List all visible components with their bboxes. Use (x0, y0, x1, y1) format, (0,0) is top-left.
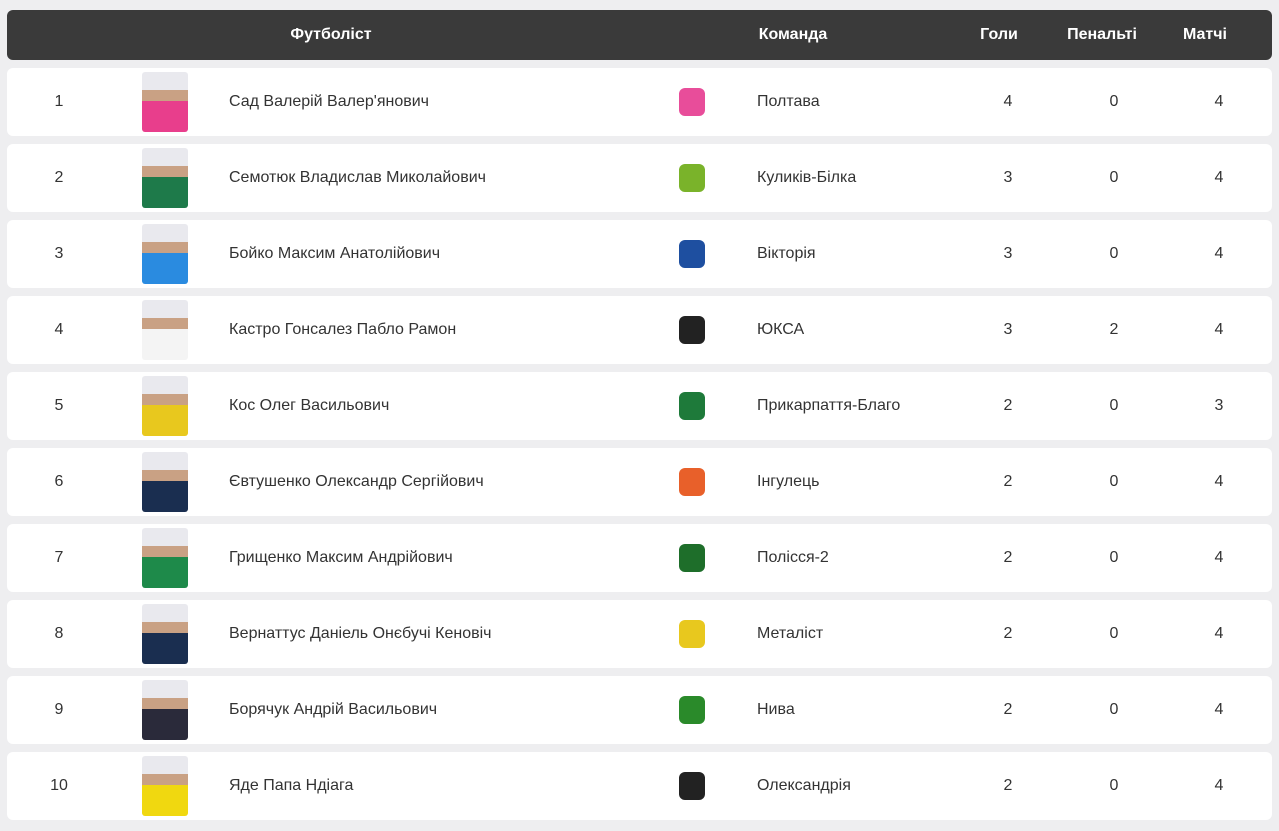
rank: 3 (54, 245, 64, 262)
team-logo (679, 544, 705, 572)
table-row: 2 Семотюк Владислав Миколайович Куликів-Бі… (7, 144, 1272, 212)
matches: 4 (1214, 549, 1224, 566)
player-photo (142, 148, 188, 208)
player-photo (142, 300, 188, 360)
column-header: Голи (980, 26, 1018, 43)
player-name: Бойко Максим Анатолійович (229, 245, 441, 262)
matches: 4 (1214, 169, 1224, 186)
matches: 4 (1214, 321, 1224, 338)
penalties: 0 (1109, 625, 1119, 642)
team-name: ЮКСА (757, 321, 805, 338)
team-logo (679, 468, 705, 496)
team-logo (679, 316, 705, 344)
team-name: Полісся-2 (757, 549, 829, 566)
player-name: Борячук Андрій Васильович (229, 701, 438, 718)
rank: 1 (54, 93, 64, 110)
goals: 2 (1003, 777, 1013, 794)
player-name: Кос Олег Васильович (229, 397, 390, 414)
goals: 4 (1003, 93, 1013, 110)
player-photo (142, 604, 188, 664)
team-logo (679, 392, 705, 420)
matches: 4 (1214, 473, 1224, 490)
goals: 3 (1003, 321, 1013, 338)
team-name: Куликів-Білка (757, 169, 857, 186)
penalties: 0 (1109, 701, 1119, 718)
rank: 9 (54, 701, 64, 718)
goals: 2 (1003, 701, 1013, 718)
rank: 7 (54, 549, 64, 566)
column-header: Матчі (1183, 26, 1227, 43)
penalties: 0 (1109, 549, 1119, 566)
penalties: 0 (1109, 777, 1119, 794)
player-name: Кастро Гонсалез Пабло Рамон (229, 321, 457, 338)
column-header: Пенальті (1067, 26, 1137, 43)
rank: 10 (50, 777, 68, 794)
table-row: 4 Кастро Гонсалез Пабло Рамон ЮКСА 3 2 4 (7, 296, 1272, 364)
matches: 4 (1214, 701, 1224, 718)
team-name: Вікторія (757, 245, 816, 262)
penalties: 0 (1109, 245, 1119, 262)
matches: 3 (1214, 397, 1224, 414)
goals: 2 (1003, 473, 1013, 490)
rank: 6 (54, 473, 64, 490)
team-logo (679, 696, 705, 724)
team-name: Нива (757, 701, 795, 718)
player-photo (142, 452, 188, 512)
player-photo (142, 72, 188, 132)
matches: 4 (1214, 93, 1224, 110)
table-row: 7 Грищенко Максим Андрійович Полісся-2 2 0 4 (7, 524, 1272, 592)
table-row: 9 Борячук Андрій Васильович Нива 2 0 4 (7, 676, 1272, 744)
penalties: 0 (1109, 473, 1119, 490)
penalties: 0 (1109, 397, 1119, 414)
goals: 2 (1003, 625, 1013, 642)
table-row: 6 Євтушенко Олександр Сергійович Інгулець 2… (7, 448, 1272, 516)
team-name: Прикарпаття-Благо (757, 397, 901, 414)
player-photo (142, 528, 188, 588)
goals: 3 (1003, 169, 1013, 186)
player-photo (142, 756, 188, 816)
column-header: Футболіст (290, 26, 372, 43)
matches: 4 (1214, 245, 1224, 262)
column-header: Команда (758, 26, 828, 43)
team-name: Олександрія (757, 777, 851, 794)
penalties: 0 (1109, 93, 1119, 110)
player-name: Семотюк Владислав Миколайович (229, 169, 486, 186)
player-name: Вернаттус Даніель Онєбучі Кеновіч (229, 625, 492, 642)
goals: 2 (1003, 549, 1013, 566)
table-row: 8 Вернаттус Даніель Онєбучі Кеновіч Металі… (7, 600, 1272, 668)
team-name: Металіст (757, 625, 824, 642)
player-name: Грищенко Максим Андрійович (229, 549, 453, 566)
matches: 4 (1214, 625, 1224, 642)
player-name: Євтушенко Олександр Сергійович (229, 473, 484, 490)
penalties: 2 (1109, 321, 1119, 338)
player-photo (142, 224, 188, 284)
table-row: 10 Яде Папа Ндіага Олександрія 2 0 4 (7, 752, 1272, 820)
table-row: 3 Бойко Максим Анатолійович Вікторія 3 0 4 (7, 220, 1272, 288)
team-name: Інгулець (757, 473, 820, 490)
player-photo (142, 680, 188, 740)
player-name: Яде Папа Ндіага (229, 777, 354, 794)
table-row: 1 Сад Валерій Валер'янович Полтава 4 0 4 (7, 68, 1272, 136)
table-header: Футболіст Команда Голи Пенальті Матчі (7, 10, 1272, 60)
goals: 2 (1003, 397, 1013, 414)
team-logo (679, 164, 705, 192)
rank: 8 (54, 625, 64, 642)
team-logo (679, 88, 705, 116)
rank: 2 (54, 169, 64, 186)
player-photo (142, 376, 188, 436)
team-name: Полтава (757, 93, 820, 110)
player-name: Сад Валерій Валер'янович (229, 93, 429, 110)
matches: 4 (1214, 777, 1224, 794)
table-row: 5 Кос Олег Васильович Прикарпаття-Благо 2 0 3 (7, 372, 1272, 440)
goals: 3 (1003, 245, 1013, 262)
team-logo (679, 240, 705, 268)
rank: 4 (54, 321, 64, 338)
penalties: 0 (1109, 169, 1119, 186)
rank: 5 (54, 397, 64, 414)
team-logo (679, 620, 705, 648)
team-logo (679, 772, 705, 800)
